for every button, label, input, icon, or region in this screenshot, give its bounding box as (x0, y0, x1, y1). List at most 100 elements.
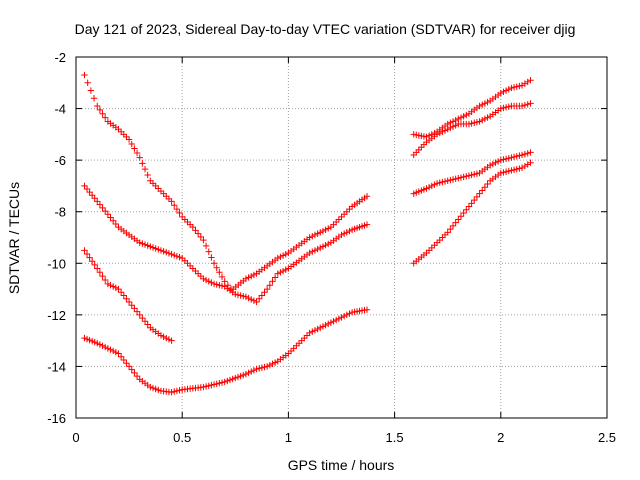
data-series-2 (81, 182, 371, 306)
data-point (176, 387, 183, 394)
data-point (102, 114, 109, 121)
data-point (484, 180, 491, 188)
data-point (102, 343, 109, 351)
data-point (202, 276, 210, 284)
data-point (518, 151, 526, 159)
data-point (229, 375, 236, 383)
chart-title: Day 121 of 2023, Sidereal Day-to-day VTE… (75, 21, 576, 37)
y-tick-label: -14 (47, 359, 66, 374)
data-point (213, 281, 220, 288)
data-point (311, 231, 319, 239)
data-point (245, 369, 252, 377)
data-point (524, 101, 531, 108)
data-point (325, 320, 332, 328)
data-point (96, 269, 104, 276)
data-point (104, 211, 112, 218)
data-point (460, 173, 467, 181)
x-tick-label: 0 (72, 430, 79, 445)
data-point (88, 258, 96, 265)
data-point (213, 380, 220, 388)
data-point (266, 282, 274, 289)
data-point (433, 180, 441, 187)
data-point (441, 127, 449, 134)
y-tick-label: -16 (47, 411, 66, 426)
data-point (165, 250, 173, 257)
data-point (226, 376, 234, 384)
data-point (340, 312, 348, 320)
data-point (425, 184, 433, 191)
data-point (210, 381, 218, 388)
data-point (325, 225, 332, 232)
y-tick-label: -4 (54, 102, 66, 117)
data-point (173, 205, 181, 213)
data-point (363, 193, 371, 200)
data-point (237, 372, 244, 380)
data-point (200, 383, 207, 391)
data-point (449, 123, 457, 130)
data-point (505, 167, 512, 175)
data-point (447, 176, 454, 184)
data-point (171, 252, 178, 259)
data-point (120, 356, 127, 364)
data-point (123, 295, 130, 302)
data-point (96, 106, 104, 114)
x-tick-label: 1 (285, 430, 292, 445)
data-point (473, 170, 481, 177)
data-point (205, 248, 212, 255)
data-point (144, 242, 151, 249)
data-point (168, 389, 175, 396)
data-point (131, 369, 138, 377)
data-point (471, 171, 478, 178)
marks-layer (81, 71, 534, 396)
data-point (102, 276, 109, 284)
data-point (234, 291, 242, 299)
data-point (314, 245, 321, 253)
data-point (306, 249, 313, 257)
data-point (168, 337, 175, 344)
data-point (497, 105, 504, 112)
data-point (205, 278, 212, 285)
data-point (128, 301, 135, 309)
data-point (202, 242, 210, 250)
data-point (274, 270, 281, 277)
data-point (263, 285, 271, 293)
data-point (205, 382, 212, 389)
data-point (168, 251, 175, 258)
data-point (242, 370, 250, 378)
data-point (84, 79, 91, 86)
data-point (224, 377, 231, 385)
data-point (136, 239, 143, 246)
data-point (109, 283, 117, 290)
data-point (314, 230, 321, 237)
data-point (261, 289, 268, 296)
data-point (208, 381, 215, 389)
data-point (250, 367, 258, 374)
data-point (125, 136, 133, 143)
data-point (117, 353, 125, 360)
data-point (197, 233, 204, 241)
data-point (436, 179, 443, 186)
data-point (155, 386, 162, 394)
data-point (112, 220, 120, 228)
data-point (99, 110, 106, 117)
y-tick-label: -12 (47, 308, 66, 323)
data-point (255, 295, 263, 302)
data-point (510, 153, 518, 161)
data-point (218, 273, 226, 281)
data-point (255, 365, 263, 372)
data-point (117, 289, 125, 296)
data-point (311, 247, 319, 254)
data-point (508, 154, 515, 161)
data-point (107, 214, 114, 221)
data-point (505, 86, 512, 93)
data-point (261, 363, 268, 371)
y-tick-label: -2 (54, 50, 66, 65)
data-point (277, 269, 284, 276)
x-axis-label: GPS time / hours (288, 457, 395, 473)
data-point (136, 154, 143, 161)
data-point (232, 291, 239, 298)
data-point (476, 118, 483, 125)
data-point (502, 155, 510, 163)
data-point (343, 311, 351, 319)
data-point (471, 119, 478, 126)
